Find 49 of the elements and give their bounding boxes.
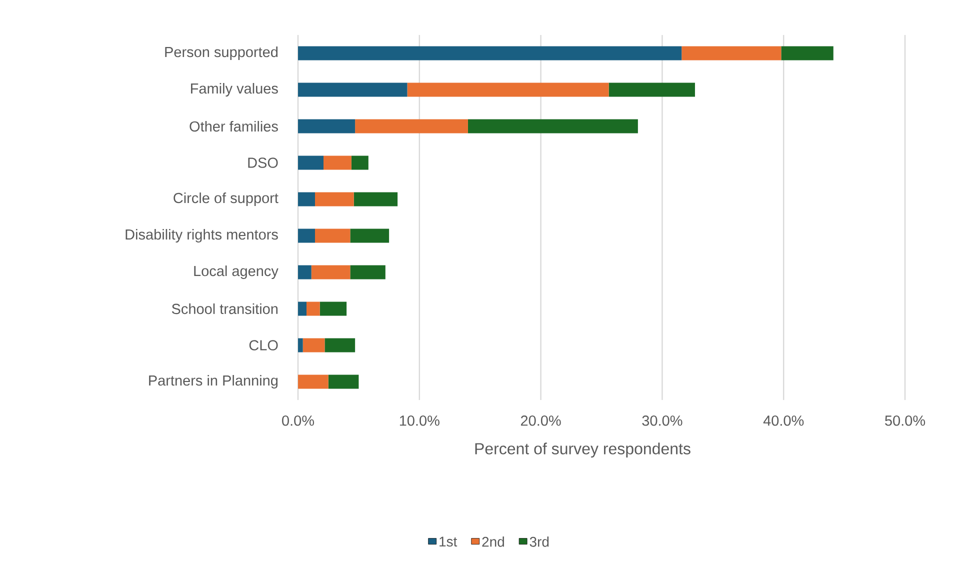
bar — [682, 46, 782, 60]
bar — [302, 338, 325, 352]
x-tick-label: 40.0% — [763, 416, 804, 426]
bar — [298, 228, 315, 243]
bar — [781, 46, 834, 60]
bar — [608, 82, 695, 97]
bar — [315, 228, 350, 243]
bar — [298, 265, 312, 280]
bar — [350, 265, 386, 280]
y-tick-label: Family values — [191, 83, 278, 97]
bar — [354, 192, 398, 206]
bar — [324, 338, 356, 352]
y-tick-label: Local agency — [194, 266, 278, 280]
y-tick-label: Circle of support — [174, 192, 278, 206]
bar — [323, 156, 352, 170]
bar — [320, 302, 347, 316]
y-tick-label: Disability rights mentors — [126, 229, 278, 243]
legend-label: 1st — [440, 536, 458, 547]
bar — [298, 192, 315, 206]
y-tick-label: Person supported — [165, 46, 278, 60]
bar — [298, 338, 303, 352]
x-tick-label: 10.0% — [400, 416, 440, 426]
bar — [315, 192, 354, 206]
y-tick-label: CLO — [249, 340, 278, 350]
x-tick-label: 0.0% — [282, 416, 314, 426]
y-tick-label: DSO — [248, 158, 278, 168]
x-axis-title: Percent of survey respondents — [475, 442, 690, 458]
bar — [468, 119, 638, 134]
bar — [355, 119, 468, 134]
y-tick-label: School transition — [172, 303, 278, 314]
bar — [328, 374, 359, 389]
bar — [306, 302, 320, 316]
bar — [350, 228, 390, 243]
x-tick-label: 50.0% — [885, 416, 926, 426]
x-tick-label: 20.0% — [520, 416, 561, 426]
legend-label: 2nd — [482, 536, 504, 547]
bar — [298, 119, 356, 134]
bar — [298, 82, 408, 97]
y-tick-label: Other families — [190, 120, 278, 132]
legend-label: 3rd — [530, 536, 549, 547]
bar — [298, 156, 324, 170]
bar — [351, 156, 368, 170]
x-tick-label: 30.0% — [642, 416, 682, 426]
bar — [311, 265, 350, 280]
y-tick-label: Partners in Planning — [149, 375, 278, 389]
bar — [407, 82, 609, 97]
bar — [298, 302, 306, 316]
bar — [298, 46, 682, 60]
bar — [298, 374, 328, 389]
